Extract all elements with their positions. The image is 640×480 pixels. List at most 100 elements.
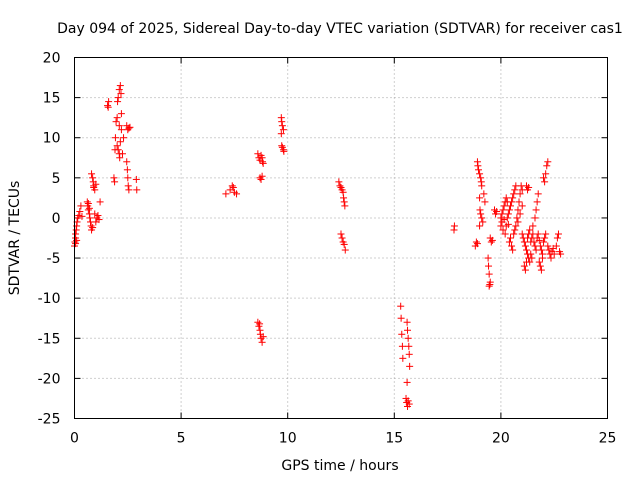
data-point [534,190,542,198]
data-point [340,194,348,202]
x-tick-label: 15 [385,431,403,447]
data-point [545,246,553,254]
axis-ticks: 0 5 10 15 20 25 20 15 10 5 0 -5 -10 -15 -20 -25 [38,51,617,447]
data-point [228,182,236,190]
data-point [104,102,112,110]
data-point [279,126,287,134]
data-point [541,234,549,242]
data-point [450,222,458,230]
data-point [123,158,131,166]
data-point [85,204,93,212]
data-point [505,238,513,246]
data-point [511,226,519,234]
data-point [259,333,267,341]
data-point [514,206,522,214]
data-point [125,186,133,194]
data-point [503,214,511,222]
data-point [488,236,496,244]
data-point [476,194,484,202]
data-point [403,318,411,326]
data-point [510,230,518,238]
data-point [114,146,122,154]
data-point [233,190,241,198]
data-point [258,172,266,180]
data-point [553,234,561,242]
data-point [404,397,412,405]
data-point [123,166,131,174]
data-point [518,202,526,210]
data-point [511,186,519,194]
data-point [117,126,125,134]
data-point [538,254,546,262]
data-point [72,240,80,248]
data-point [222,190,230,198]
data-point [94,212,102,220]
data-point [254,318,262,326]
data-point [110,174,118,182]
data-point [508,242,516,250]
data-point [133,186,141,194]
data-point [88,170,96,178]
y-tick-label: -25 [38,412,61,428]
data-point [534,230,542,238]
data-point [89,174,97,182]
data-point [498,210,506,218]
data-point [542,170,550,178]
data-point [540,174,548,182]
data-point [520,238,528,246]
data-point [487,238,495,246]
data-point [91,210,99,218]
data-point [132,175,140,183]
data-point [335,178,343,186]
data-point [280,147,288,155]
data-point [537,246,545,254]
data-point [497,214,505,222]
data-point [514,218,522,226]
data-point [506,202,514,210]
data-point [116,154,124,162]
data-point [112,118,120,126]
data-point [522,246,530,254]
data-point [522,258,530,266]
data-point [499,206,507,214]
data-point [76,208,84,216]
data-point [473,240,481,248]
y-tick-label: 0 [52,211,61,227]
data-point [257,175,265,183]
data-point [484,254,492,262]
data-point [528,254,536,262]
data-point [557,250,565,258]
data-point [535,236,543,244]
data-point [536,242,544,250]
data-point [341,202,349,210]
data-point [550,250,558,258]
y-tick-label: 10 [43,131,61,147]
data-point [114,94,122,102]
data-point [113,142,121,150]
data-point [509,194,517,202]
data-point [520,262,528,270]
plot-frame [74,57,608,419]
data-point [72,230,80,238]
data-point [337,230,345,238]
data-point [521,266,529,274]
data-point [476,170,484,178]
data-point [115,86,123,94]
data-point [84,206,92,214]
data-point [258,338,266,346]
data-point [536,262,544,270]
data-point [403,378,411,386]
data-point [278,122,286,130]
data-point [404,334,412,342]
x-tick-label: 0 [70,431,79,447]
data-point [125,124,133,132]
data-point [117,90,125,98]
data-point [521,242,529,250]
data-point [95,216,103,224]
data-point [547,254,555,262]
data-point [338,234,346,242]
data-point [485,282,493,290]
data-point [531,214,539,222]
data-point [533,198,541,206]
data-point [480,190,488,198]
